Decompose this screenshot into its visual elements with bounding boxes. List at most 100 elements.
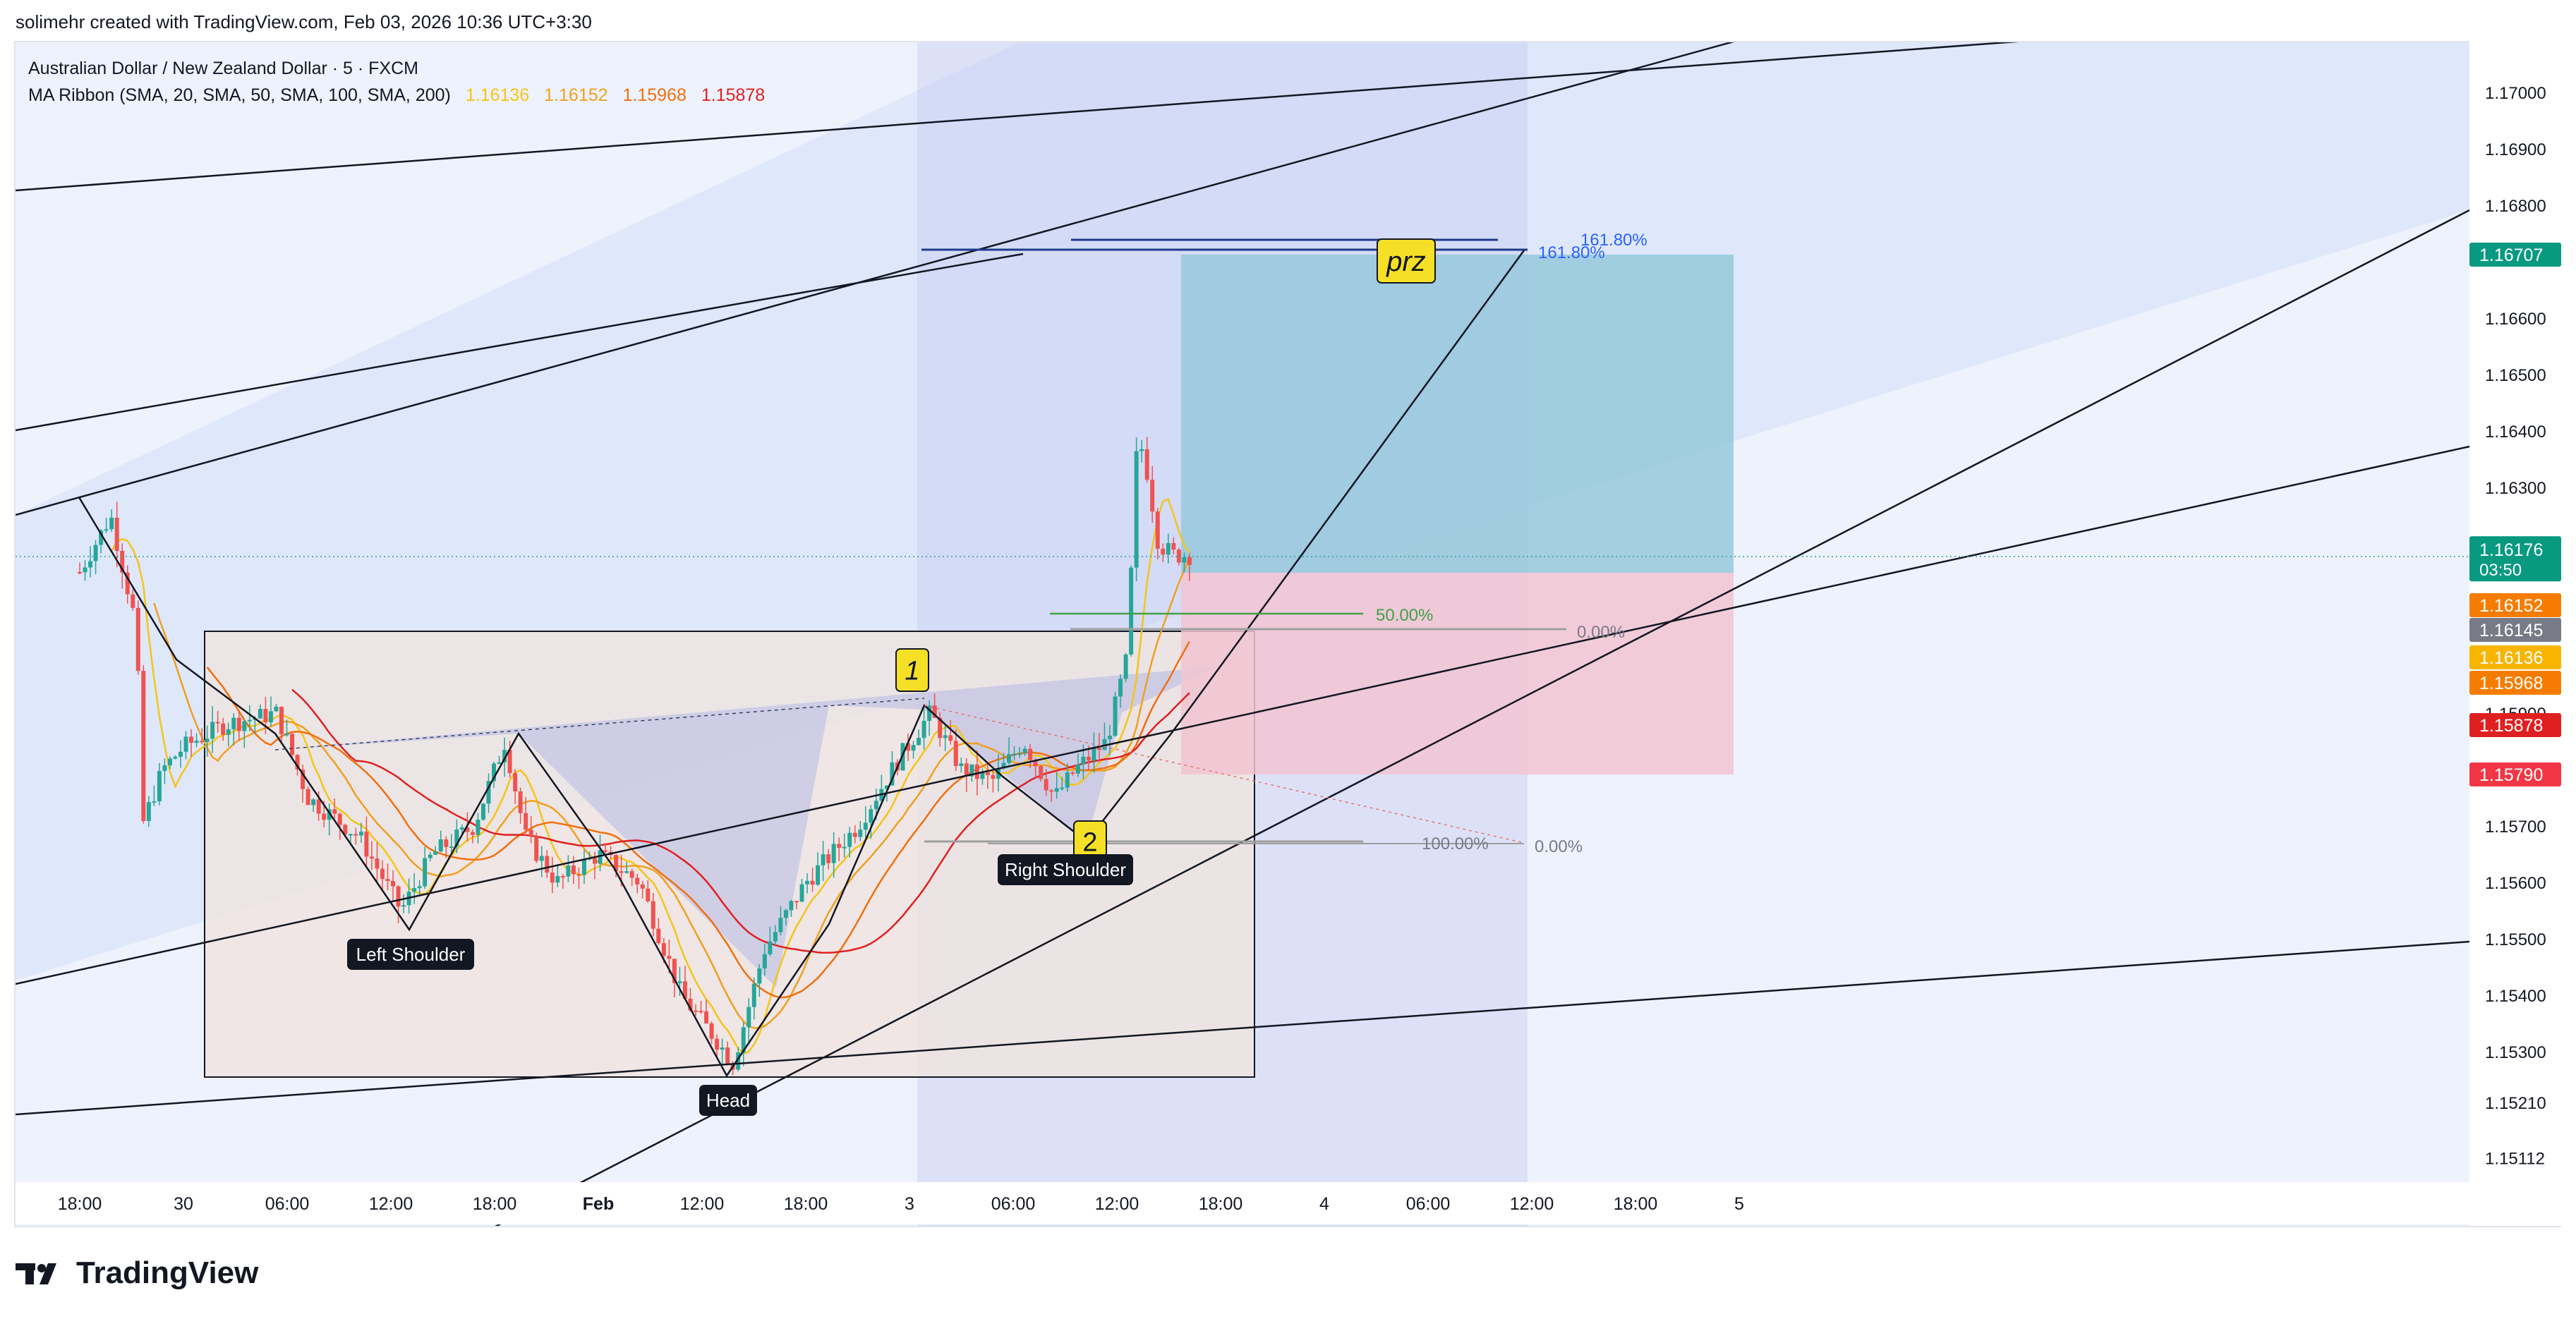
time-tick-label: 18:00 [784, 1194, 828, 1214]
price-badge-6[interactable] [2469, 713, 2561, 737]
left-shoulder-label[interactable]: Left Shoulder [347, 939, 474, 970]
candle-body [1049, 790, 1054, 792]
candle-body [358, 832, 363, 836]
last-price-value: 1.16176 [2479, 540, 2543, 560]
prz-label[interactable]: prz [1377, 238, 1436, 284]
right-shoulder-label[interactable]: Right Shoulder [998, 854, 1133, 885]
price-chart[interactable]: prz 1 2 Left Shoulder Head Right Shoulder 161.… [0, 0, 2576, 1227]
candle-body [869, 809, 873, 823]
candle-body [189, 736, 194, 743]
candle-body [146, 802, 151, 821]
candle-body [778, 918, 783, 932]
time-tick-label: 4 [1319, 1194, 1329, 1214]
candle-body [99, 530, 104, 545]
pattern-fill [275, 667, 1217, 987]
candle-body [247, 719, 252, 722]
prz-label-box [1377, 238, 1436, 284]
candle-body [1150, 480, 1155, 512]
candle-body [173, 756, 178, 759]
candle-body [852, 832, 857, 837]
last-price-badge[interactable] [2469, 536, 2561, 582]
candle-body [385, 879, 390, 881]
head-label[interactable]: Head [699, 1085, 757, 1116]
candle-body [921, 720, 926, 738]
candle-body [438, 839, 443, 852]
tradingview-brand[interactable]: TradingView [16, 1256, 258, 1291]
candle-body [948, 735, 953, 741]
chart-credit-line: solimehr created with TradingView.com, F… [16, 11, 592, 32]
candle-body [290, 734, 295, 755]
candle-body [1171, 542, 1176, 550]
price-badge-2[interactable] [2469, 593, 2561, 617]
candle-body [141, 671, 146, 821]
candle-body [842, 846, 847, 849]
candle-body [242, 721, 247, 731]
candle-body [83, 567, 87, 573]
candle-body [667, 956, 672, 959]
candle-body [88, 561, 93, 568]
candle-body [704, 1011, 709, 1023]
candle-body [486, 781, 491, 804]
price-tick-label: 1.15112 [2485, 1149, 2545, 1168]
time-tick-label: 06:00 [265, 1194, 310, 1214]
candle-body [231, 717, 236, 729]
head-label-box [699, 1085, 757, 1116]
point-2-label[interactable]: 2 [1073, 820, 1107, 863]
price-badge-4[interactable] [2469, 645, 2561, 669]
stop-box[interactable] [1181, 573, 1734, 774]
candle-body [369, 856, 374, 859]
price-tick-label: 1.15300 [2485, 1043, 2546, 1062]
candle-body [502, 750, 507, 762]
candle-body [826, 854, 831, 863]
symbol-title[interactable]: Australian Dollar / New Zealand Dollar ·… [28, 59, 418, 78]
point-1-label[interactable]: 1 [895, 648, 929, 692]
candle-body [677, 981, 682, 983]
price-tick-label: 1.15400 [2485, 987, 2546, 1006]
candle-body [1007, 754, 1012, 763]
candle-body [581, 858, 586, 875]
head-label-text: Head [706, 1090, 750, 1111]
candle-body [1070, 772, 1075, 774]
time-tick-label: 12:00 [680, 1194, 725, 1214]
candle-body [194, 741, 199, 743]
point-1-label-box [895, 648, 929, 692]
candle-body [131, 594, 135, 608]
price-tick-label: 1.15600 [2485, 874, 2546, 893]
price-badge-5[interactable] [2469, 671, 2561, 695]
candle-body [162, 765, 167, 772]
candle-body [725, 1047, 730, 1064]
candle-body [699, 1011, 703, 1013]
candle-body [1028, 748, 1033, 760]
channel-line [495, 209, 2469, 1226]
target-box[interactable] [1181, 255, 1734, 573]
indicator-row[interactable]: MA Ribbon (SMA, 20, SMA, 50, SMA, 100, S… [28, 82, 765, 109]
candle-body [152, 801, 157, 803]
channel-line [16, 940, 2469, 1116]
price-badge-3[interactable] [2469, 618, 2561, 642]
price-badge-1[interactable] [2469, 243, 2561, 267]
candle-body [1075, 764, 1080, 774]
time-tick-label: 5 [1734, 1194, 1744, 1214]
time-tick-label: Feb [583, 1194, 614, 1214]
candle-body [799, 884, 804, 902]
candle-body [1012, 753, 1017, 755]
candle-body [301, 769, 306, 789]
price-badge-text-1: 1.16707 [2479, 245, 2543, 265]
channel-line [16, 42, 1735, 516]
candle-body [672, 959, 677, 983]
time-tick-label: 12:00 [369, 1194, 413, 1214]
indicator-label: MA Ribbon (SMA, 20, SMA, 50, SMA, 100, S… [28, 85, 451, 105]
candle-body [513, 773, 518, 792]
fib-label-5: 100.00% [1422, 834, 1489, 853]
candle-body [396, 886, 401, 907]
candle-body [953, 741, 958, 767]
candle-body [125, 572, 130, 595]
bar-countdown: 03:50 [2479, 561, 2522, 580]
price-tick-label: 1.16600 [2485, 310, 2546, 329]
candle-body [757, 968, 762, 984]
candle-body [751, 983, 756, 1007]
price-badge-7[interactable] [2469, 762, 2561, 786]
candle-body [545, 856, 550, 873]
candle-body [428, 854, 433, 858]
candle-body [423, 858, 428, 887]
